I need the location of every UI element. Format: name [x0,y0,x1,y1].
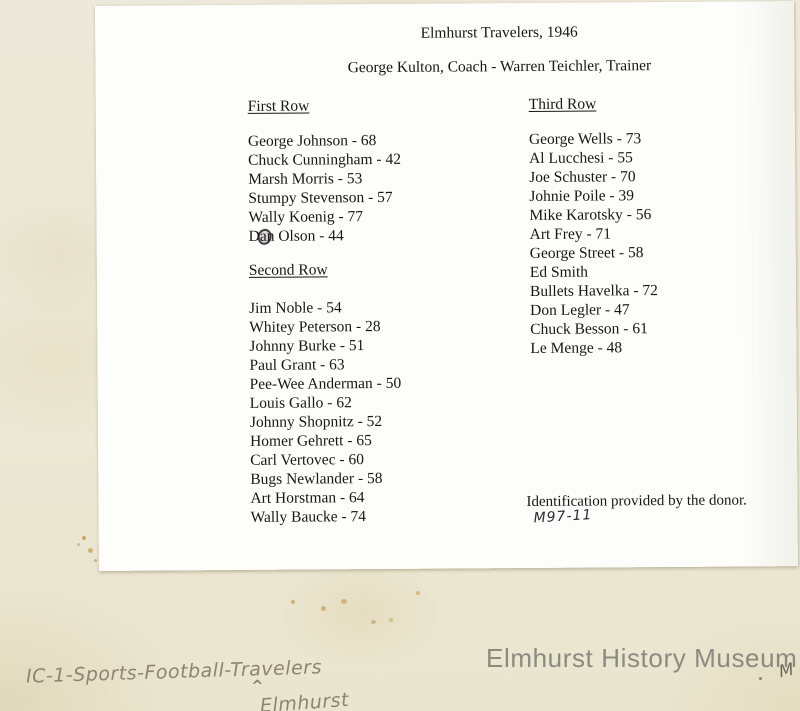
accession-number-handwritten: M97-11 [533,507,593,527]
player-entry: Wally Koenig - 77 [248,208,364,226]
player-entry: Chuck Cunningham - 42 [248,150,401,169]
player-entry: Carl Vertovec - 60 [250,451,365,469]
typed-roster-sheet: Elmhurst Travelers, 1946 George Kulton, … [95,1,798,571]
section-heading-first-row: First Row [247,97,310,115]
player-entry: Joe Schuster - 70 [529,168,636,186]
player-entry: Don Legler - 47 [530,301,630,319]
player-entry: Pee-Wee Anderman - 50 [249,374,402,393]
player-entry: Stumpy Stevenson - 57 [248,188,393,207]
section-heading-second-row: Second Row [248,261,328,279]
player-entry: Ed Smith [529,263,589,281]
player-entry: Chuck Besson - 61 [530,320,648,338]
first-row-player-list: George Johnson - 68 Chuck Cunningham - 42… [248,131,402,246]
player-entry: Art Frey - 71 [529,225,612,243]
foxing-speck [371,620,376,624]
player-entry: Bullets Havelka - 72 [529,282,658,300]
foxing-speck [321,606,326,611]
third-row-player-list: George Wells - 73 Al Lucchesi - 55 Joe Sch… [529,129,658,358]
foxing-speck [341,599,347,604]
player-entry: Homer Gehrett - 65 [249,432,372,450]
player-entry: Johnny Burke - 51 [249,337,365,355]
player-entry: Al Lucchesi - 55 [529,149,633,167]
player-entry: Jim Noble - 54 [249,299,342,317]
museum-watermark: Elmhurst History Museum [486,643,798,673]
pencil-corner-dot [759,677,762,680]
foxing-speck [291,600,295,604]
player-entry: George Street - 58 [529,244,644,262]
foxing-speck [416,591,420,595]
player-entry: George Johnson - 68 [247,132,377,150]
page-subtitle: George Kulton, Coach - Warren Teichler, … [347,57,652,77]
player-entry: Marsh Morris - 53 [248,170,363,188]
player-entry: Johnny Shopnitz - 52 [249,413,383,431]
foxing-speck [88,548,93,553]
player-entry: Paul Grant - 63 [249,356,345,374]
page-title: Elmhurst Travelers, 1946 [420,23,578,42]
foxing-speck [389,618,393,622]
pencil-caret: ^ [251,677,264,695]
player-entry: Wally Baucke - 74 [250,508,367,526]
player-entry: Bugs Newlander - 58 [250,470,383,488]
section-heading-third-row: Third Row [528,95,597,113]
player-entry: Art Horstman - 64 [250,489,365,507]
foxing-speck [77,543,80,546]
player-entry: Louis Gallo - 62 [249,394,352,412]
foxing-speck [82,536,86,540]
player-entry: George Wells - 73 [528,130,642,148]
player-entry: Whitey Peterson - 28 [249,318,381,336]
player-entry: Mike Karotsky - 56 [529,206,652,224]
player-entry: Le Menge - 48 [530,339,623,357]
player-entry: Johnie Poile - 39 [529,187,635,205]
foxing-speck [94,559,97,562]
second-row-player-list: Jim Noble - 54 Whitey Peterson - 28 Johnny… [249,298,402,527]
